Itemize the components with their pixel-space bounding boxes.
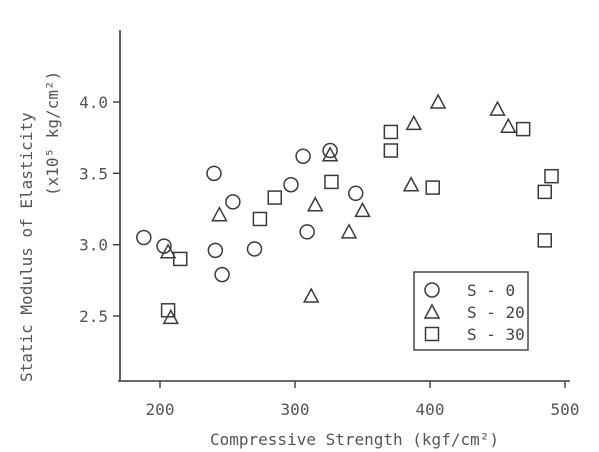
square-data-point [173, 251, 188, 267]
square-data-point [252, 211, 268, 227]
square-data-point [267, 190, 282, 205]
circle-data-point [136, 229, 152, 246]
circle-data-point [225, 194, 241, 210]
y-tick-label: 4.0 [79, 93, 108, 112]
triangle-data-point [500, 117, 517, 134]
y-tick-label: 2.5 [79, 307, 108, 326]
circle-data-point [246, 241, 263, 257]
x-axis-title: Compressive Strength (kgf/cm²) [210, 430, 499, 449]
legend-label: S - 20 [467, 303, 525, 322]
legend-box [413, 271, 529, 351]
axes [118, 30, 570, 382]
legend-square-icon [424, 326, 440, 342]
circle-data-point [207, 242, 224, 259]
triangle-data-point [321, 146, 339, 162]
circle-data-point [295, 148, 311, 164]
triangle-data-point [429, 93, 447, 109]
square-data-point [383, 143, 399, 158]
legend: S - 0 S - 20 S - 30 [413, 271, 529, 351]
legend-circle-icon [424, 282, 440, 298]
triangle-data-point [159, 243, 177, 259]
square-data-point [324, 174, 339, 190]
circle-data-point [214, 266, 230, 283]
square-data-point [515, 121, 531, 137]
triangle-data-point [354, 201, 371, 218]
square-data-point [383, 124, 399, 140]
circle-data-point [322, 142, 338, 159]
square-data-point [537, 233, 552, 248]
square-data-point [160, 303, 176, 318]
y-axis-unit: (x10⁵ kg/cm²) [43, 71, 62, 196]
circle-data-point [283, 176, 299, 193]
triangle-data-point [340, 223, 358, 239]
y-tick-label: 3.0 [79, 236, 108, 255]
x-tick-label: 300 [281, 400, 310, 419]
triangle-data-point [302, 287, 320, 303]
circle-data-point [299, 224, 315, 240]
square-data-point [537, 184, 552, 200]
triangle-data-point [211, 206, 228, 222]
x-tick-label: 400 [416, 400, 445, 419]
circle-data-point [348, 185, 364, 202]
ticks: 200 300 400 500 2.5 3.0 3.5 4.0 [79, 93, 579, 419]
legend-label: S - 0 [467, 281, 515, 300]
circle-data-point [206, 165, 222, 182]
legend-label: S - 30 [467, 325, 525, 344]
triangle-data-point [402, 176, 420, 192]
square-data-point [425, 180, 440, 195]
triangle-data-point [306, 196, 324, 212]
triangle-data-point [489, 100, 506, 116]
x-tick-label: 500 [551, 400, 580, 419]
square-data-point [544, 168, 559, 184]
data-marks [136, 93, 559, 325]
y-axis-title: Static Modulus of Elasticity [17, 112, 36, 382]
legend-triangle-icon [423, 303, 441, 319]
y-tick-label: 3.5 [79, 164, 108, 183]
triangle-data-point [405, 114, 423, 131]
x-tick-label: 200 [146, 400, 175, 419]
